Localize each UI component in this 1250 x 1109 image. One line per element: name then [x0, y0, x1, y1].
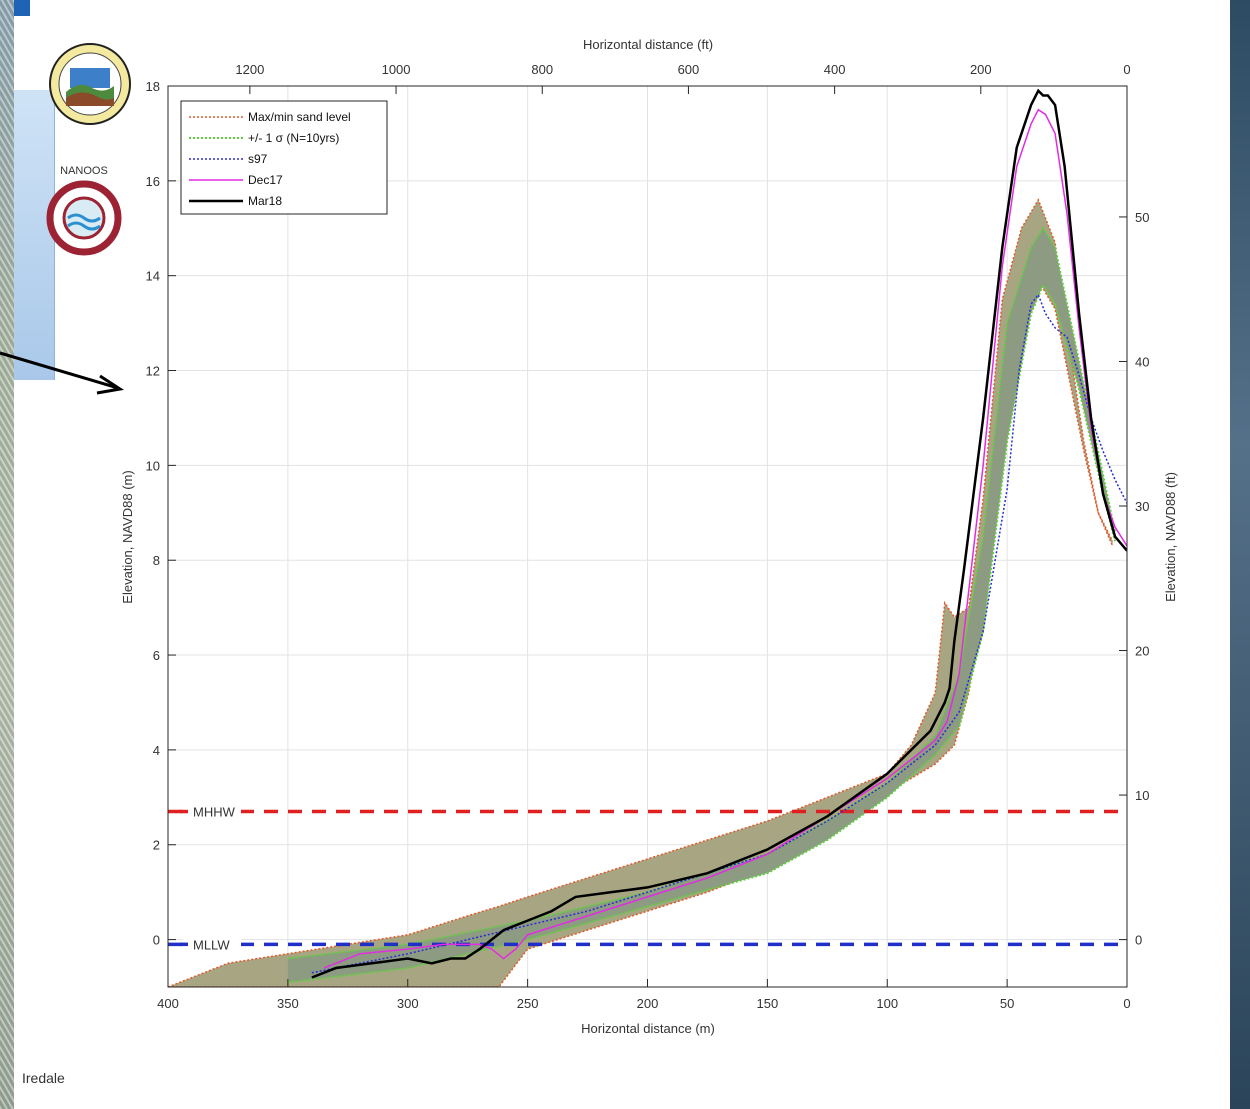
x-tick-label: 200 — [637, 996, 659, 1011]
right-y-axis-label: Elevation, NAVD88 (ft) — [1163, 472, 1178, 602]
top-x-tick-label: 200 — [970, 62, 992, 77]
y-tick-label: 10 — [146, 458, 160, 473]
series-line-mar18 — [311, 88, 1127, 979]
top-x-tick-label: 400 — [824, 62, 846, 77]
top-x-tick-label: 800 — [531, 62, 553, 77]
x-tick-label: 150 — [757, 996, 779, 1011]
y-tick-label: 14 — [146, 269, 160, 284]
top-x-axis-label: Horizontal distance (ft) — [583, 37, 713, 52]
y-axis-label: Elevation, NAVD88 (m) — [120, 470, 135, 603]
nanoos-logo: NANOOS — [46, 165, 122, 256]
y-tick-label: 6 — [153, 648, 160, 663]
series-line-s97 — [311, 293, 1127, 974]
reference-label-bg — [183, 935, 241, 954]
top-x-tick-label: 1200 — [235, 62, 264, 77]
top-x-tick-label: 1000 — [382, 62, 411, 77]
x-tick-label: 300 — [397, 996, 419, 1011]
y-tick-label: 18 — [146, 79, 160, 94]
right-y-tick-label: 50 — [1135, 210, 1149, 225]
dogami-seal-logo — [49, 43, 131, 125]
reference-label-mllw: MLLW — [193, 937, 230, 952]
y-tick-label: 4 — [153, 743, 160, 758]
site-name-label: Iredale — [22, 1070, 65, 1086]
legend-entry: s97 — [248, 152, 268, 166]
top-x-tick-label: 600 — [678, 62, 700, 77]
reference-label-bg — [183, 802, 241, 821]
legend-entry: Max/min sand level — [248, 110, 351, 124]
x-axis-label: Horizontal distance (m) — [581, 1021, 715, 1036]
x-tick-label: 400 — [157, 996, 179, 1011]
right-y-tick-label: 30 — [1135, 499, 1149, 514]
y-tick-label: 12 — [146, 364, 160, 379]
top-x-tick-label: 0 — [1123, 62, 1130, 77]
legend-entry: +/- 1 σ (N=10yrs) — [248, 131, 339, 145]
y-tick-label: 16 — [146, 174, 160, 189]
y-tick-label: 0 — [153, 933, 160, 948]
series-line-dec17 — [323, 108, 1127, 969]
x-tick-label: 50 — [1000, 996, 1014, 1011]
chart-legend: Max/min sand level +/- 1 σ (N=10yrs) s97 De… — [180, 100, 388, 215]
x-tick-label: 0 — [1123, 996, 1130, 1011]
background-photo-right — [1230, 0, 1250, 1109]
x-tick-label: 350 — [277, 996, 299, 1011]
right-y-tick-label: 40 — [1135, 354, 1149, 369]
right-y-tick-label: 0 — [1135, 933, 1142, 948]
x-tick-label: 100 — [876, 996, 898, 1011]
pointer-arrow — [0, 351, 125, 395]
right-y-tick-label: 20 — [1135, 644, 1149, 659]
corner-tab — [14, 0, 30, 16]
sigma-lower-line — [287, 283, 1116, 984]
y-tick-label: 8 — [153, 553, 160, 568]
x-tick-label: 250 — [517, 996, 539, 1011]
reference-label-mhhw: MHHW — [193, 805, 236, 820]
svg-text:NANOOS: NANOOS — [60, 165, 108, 177]
legend-entry: Mar18 — [248, 194, 282, 208]
plot-content — [168, 88, 1127, 987]
right-y-tick-label: 10 — [1135, 788, 1149, 803]
legend-entry: Dec17 — [248, 173, 283, 187]
y-tick-label: 2 — [153, 838, 160, 853]
legend-box — [180, 100, 388, 215]
